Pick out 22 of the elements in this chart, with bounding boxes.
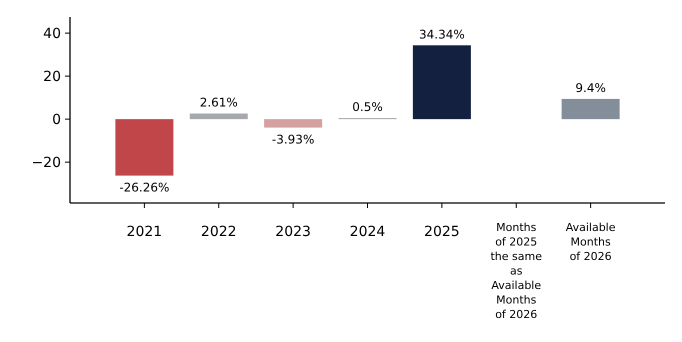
data-label: 9.4%: [575, 80, 606, 95]
x-tick-label: 2025: [424, 224, 460, 240]
bar: [412, 45, 471, 120]
bar: [115, 119, 174, 176]
x-tick-label: 2024: [350, 224, 386, 240]
y-tick-label: 0: [52, 112, 61, 128]
data-label: -26.26%: [119, 180, 170, 195]
bar: [264, 119, 322, 128]
y-tick-label: 40: [43, 26, 61, 42]
x-tick-label: 2022: [200, 224, 237, 240]
bar: [562, 98, 620, 120]
data-label: 0.5%: [352, 100, 383, 114]
x-tick-label: 2021: [126, 224, 162, 240]
y-tick-label: 20: [43, 69, 61, 86]
bar: [190, 114, 248, 120]
data-label: 2.61%: [200, 96, 238, 110]
data-label: 34.34%: [418, 27, 465, 42]
x-tick-label: Months of 2025 the same as Available Months of 2026: [490, 221, 542, 321]
x-tick-label: Available Months of 2026: [566, 221, 616, 263]
data-label: -3.93%: [272, 132, 314, 147]
x-tick-label: 2023: [275, 224, 311, 240]
y-tick-label: −20: [31, 155, 61, 172]
